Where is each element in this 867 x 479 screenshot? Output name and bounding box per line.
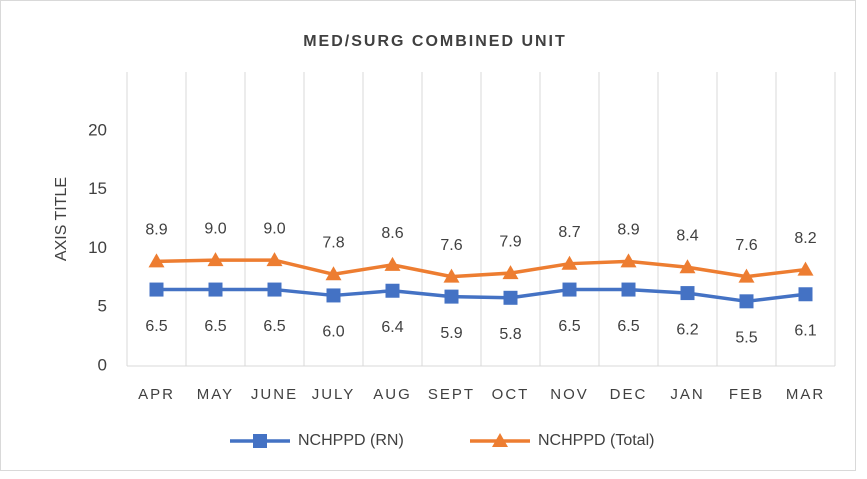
marker <box>502 265 519 280</box>
x-tick-label: SEPT <box>428 386 475 403</box>
data-label: 5.9 <box>440 325 462 342</box>
y-tick-label: 5 <box>98 297 107 316</box>
data-label: 7.9 <box>499 233 521 250</box>
marker <box>679 259 696 274</box>
x-tick-label: MAR <box>786 386 825 403</box>
marker <box>384 256 401 271</box>
data-label: 9.0 <box>204 220 226 237</box>
data-label: 6.5 <box>617 318 639 335</box>
data-label: 8.4 <box>676 227 698 244</box>
chart-border <box>0 0 856 471</box>
marker <box>266 252 283 267</box>
marker <box>326 288 341 303</box>
data-label: 7.8 <box>322 234 344 251</box>
data-label: 8.9 <box>617 222 639 239</box>
marker <box>325 266 342 281</box>
legend-label: NCHPPD (RN) <box>298 432 404 449</box>
marker <box>561 255 578 270</box>
marker <box>739 294 754 309</box>
marker <box>620 253 637 268</box>
x-tick-label: AUG <box>373 386 412 403</box>
marker <box>443 268 460 283</box>
y-tick-label: 0 <box>98 355 107 374</box>
marker <box>149 282 164 297</box>
data-label: 6.5 <box>204 318 226 335</box>
marker <box>738 268 755 283</box>
data-label: 8.6 <box>381 225 403 242</box>
x-tick-label: JULY <box>312 386 356 403</box>
marker <box>798 287 813 302</box>
data-label: 6.1 <box>794 322 816 339</box>
y-tick-label: 10 <box>88 238 107 257</box>
data-label: 8.7 <box>558 224 580 241</box>
marker <box>267 282 282 297</box>
series-line <box>156 287 806 304</box>
marker <box>253 434 267 448</box>
series-line <box>156 258 806 279</box>
data-label: 9.0 <box>263 220 285 237</box>
data-label: 6.5 <box>145 318 167 335</box>
marker <box>385 283 400 298</box>
x-tick-label: APR <box>138 386 175 403</box>
marker <box>148 253 165 268</box>
data-label: 6.0 <box>322 324 344 341</box>
marker <box>562 282 577 297</box>
data-label: 6.5 <box>558 318 580 335</box>
marker <box>444 289 459 304</box>
y-tick-label: 15 <box>88 179 107 198</box>
x-tick-label: FEB <box>729 386 764 403</box>
data-label: 6.5 <box>263 318 285 335</box>
x-tick-label: MAY <box>197 386 234 403</box>
marker <box>492 433 508 447</box>
marker <box>503 290 518 305</box>
data-label: 8.9 <box>145 222 167 239</box>
data-label: 5.8 <box>499 326 521 343</box>
data-label: 8.2 <box>794 230 816 247</box>
y-axis-title: AXIS TITLE <box>53 177 70 261</box>
data-label: 7.6 <box>735 237 757 254</box>
data-label: 6.2 <box>676 321 698 338</box>
x-tick-label: NOV <box>550 386 589 403</box>
x-tick-label: OCT <box>492 386 530 403</box>
marker <box>621 282 636 297</box>
marker <box>797 261 814 276</box>
chart-title: MED/SURG COMBINED UNIT <box>303 33 567 50</box>
marker <box>208 282 223 297</box>
legend-label: NCHPPD (Total) <box>538 432 654 449</box>
x-tick-label: JUNE <box>251 386 298 403</box>
marker <box>207 252 224 267</box>
x-tick-label: DEC <box>610 386 648 403</box>
y-tick-label: 20 <box>88 120 107 139</box>
marker <box>680 286 695 301</box>
data-label: 5.5 <box>735 330 757 347</box>
x-tick-label: JAN <box>670 386 704 403</box>
data-label: 7.6 <box>440 237 462 254</box>
data-label: 6.4 <box>381 319 403 336</box>
